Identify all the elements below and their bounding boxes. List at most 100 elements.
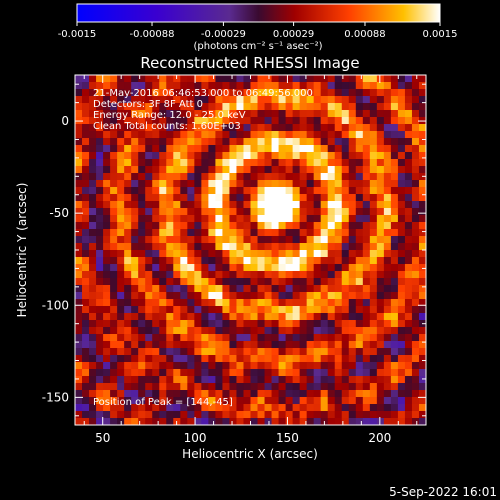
heatmap-cell bbox=[117, 243, 125, 251]
heatmap-cell bbox=[103, 390, 111, 398]
heatmap-cell bbox=[229, 397, 238, 405]
heatmap-cell bbox=[131, 271, 139, 279]
heatmap-cell bbox=[152, 166, 160, 174]
heatmap-cell bbox=[264, 236, 273, 244]
heatmap-cell bbox=[131, 376, 139, 384]
heatmap-cell bbox=[173, 110, 181, 118]
heatmap-cell bbox=[313, 313, 322, 321]
heatmap-cell bbox=[306, 257, 315, 265]
heatmap-cell bbox=[306, 285, 315, 293]
heatmap-cell bbox=[124, 257, 132, 265]
heatmap-cell bbox=[222, 362, 231, 370]
heatmap-cell bbox=[131, 250, 139, 258]
heatmap-cell bbox=[117, 341, 125, 349]
heatmap-cell bbox=[187, 75, 195, 83]
heatmap-cell bbox=[96, 194, 104, 202]
heatmap-cell bbox=[411, 369, 420, 377]
heatmap-cell bbox=[397, 152, 406, 160]
heatmap-cell bbox=[264, 362, 273, 370]
heatmap-cell bbox=[117, 257, 125, 265]
heatmap-cell bbox=[187, 187, 195, 195]
heatmap-cell bbox=[152, 243, 160, 251]
heatmap-cell bbox=[138, 390, 146, 398]
heatmap-cell bbox=[145, 96, 153, 104]
heatmap-cell bbox=[285, 229, 294, 237]
heatmap-cell bbox=[82, 96, 90, 104]
heatmap-cell bbox=[236, 264, 245, 272]
heatmap-cell bbox=[334, 411, 343, 419]
heatmap-cell bbox=[348, 257, 357, 265]
heatmap-cell bbox=[82, 138, 90, 146]
heatmap-cell bbox=[355, 313, 364, 321]
heatmap-cell bbox=[355, 271, 364, 279]
heatmap-cell bbox=[117, 390, 125, 398]
heatmap-cell bbox=[145, 222, 153, 230]
heatmap-cell bbox=[355, 229, 364, 237]
heatmap-cell bbox=[103, 194, 111, 202]
heatmap-cell bbox=[390, 383, 399, 391]
heatmap-cell bbox=[362, 285, 371, 293]
heatmap-cell bbox=[271, 229, 280, 237]
heatmap-cell bbox=[404, 299, 413, 307]
heatmap-cell bbox=[110, 320, 118, 328]
heatmap-cell bbox=[313, 404, 322, 412]
heatmap-cell bbox=[327, 306, 336, 314]
heatmap-cell bbox=[327, 145, 336, 153]
heatmap-cell bbox=[292, 159, 301, 167]
heatmap-cell bbox=[327, 404, 336, 412]
heatmap-cell bbox=[173, 348, 181, 356]
heatmap-cell bbox=[250, 243, 259, 251]
heatmap-cell bbox=[229, 194, 238, 202]
heatmap-cell bbox=[124, 404, 132, 412]
heatmap-cell bbox=[418, 152, 426, 160]
heatmap-cell bbox=[166, 89, 174, 97]
heatmap-cell bbox=[271, 264, 280, 272]
heatmap-cell bbox=[117, 215, 125, 223]
heatmap-cell bbox=[264, 145, 273, 153]
heatmap-cell bbox=[243, 418, 252, 425]
heatmap-cell bbox=[236, 229, 245, 237]
heatmap-cell bbox=[299, 327, 308, 335]
heatmap-cell bbox=[166, 194, 174, 202]
heatmap-cell bbox=[327, 390, 336, 398]
heatmap-cell bbox=[215, 271, 224, 279]
heatmap-cell bbox=[278, 278, 287, 286]
heatmap-cell bbox=[124, 376, 132, 384]
heatmap-cell bbox=[383, 271, 392, 279]
heatmap-cell bbox=[89, 110, 97, 118]
heatmap-cell bbox=[110, 89, 118, 97]
heatmap-cell bbox=[411, 145, 420, 153]
heatmap-cell bbox=[75, 89, 83, 97]
heatmap-cell bbox=[236, 159, 245, 167]
heatmap-cell bbox=[285, 257, 294, 265]
heatmap-cell bbox=[180, 320, 188, 328]
heatmap-cell bbox=[166, 334, 174, 342]
heatmap-cell bbox=[411, 313, 420, 321]
heatmap-cell bbox=[376, 229, 385, 237]
heatmap-cell bbox=[411, 341, 420, 349]
heatmap-cell bbox=[264, 418, 273, 425]
heatmap-cell bbox=[110, 355, 118, 363]
heatmap-cell bbox=[250, 397, 259, 405]
heatmap-cell bbox=[411, 418, 420, 425]
heatmap-cell bbox=[411, 82, 420, 90]
heatmap-cell bbox=[215, 418, 224, 425]
colorbar-tick-label: 0.00088 bbox=[344, 29, 385, 40]
heatmap-cell bbox=[285, 159, 294, 167]
heatmap-cell bbox=[390, 173, 399, 181]
heatmap-cell bbox=[124, 89, 132, 97]
heatmap-cell bbox=[397, 299, 406, 307]
heatmap-cell bbox=[383, 334, 392, 342]
heatmap-cell bbox=[383, 236, 392, 244]
heatmap-cell bbox=[285, 180, 294, 188]
heatmap-cell bbox=[390, 201, 399, 209]
heatmap-cell bbox=[320, 131, 329, 139]
heatmap-cell bbox=[166, 75, 174, 83]
heatmap-cell bbox=[201, 180, 209, 188]
heatmap-cell bbox=[75, 103, 83, 111]
heatmap-cell bbox=[320, 264, 329, 272]
heatmap-cell bbox=[229, 75, 238, 83]
heatmap-cell bbox=[215, 299, 224, 307]
heatmap-cell bbox=[334, 117, 343, 125]
heatmap-cell bbox=[397, 320, 406, 328]
